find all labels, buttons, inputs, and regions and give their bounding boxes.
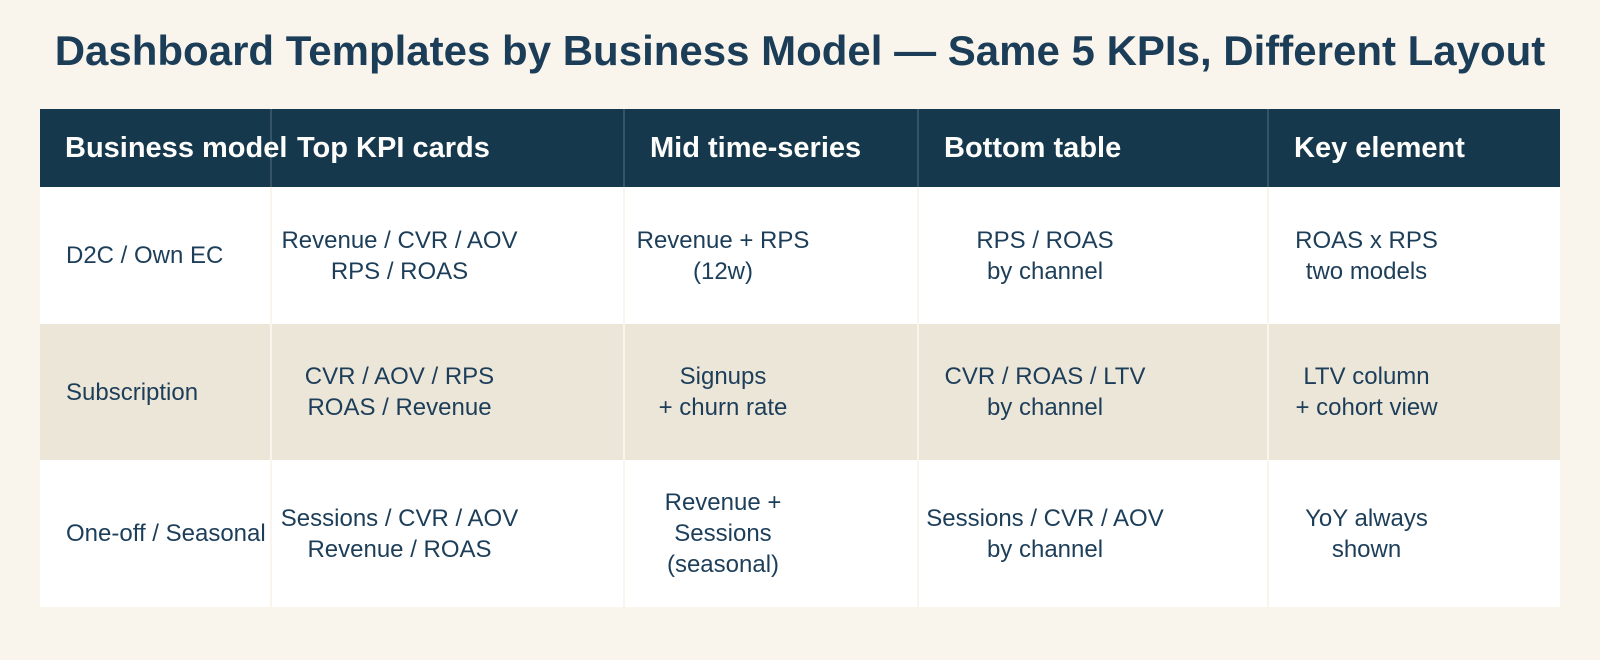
table-row-subscription: Subscription CVR / AOV / RPS ROAS / Reve… [40, 324, 1560, 460]
column-header-mid-time-series: Mid time-series [623, 109, 917, 187]
cell-bottom-table: Sessions / CVR / AOV by channel [917, 460, 1267, 607]
business-model-label: Subscription [66, 378, 199, 406]
column-header-business-model: Business model [65, 131, 288, 164]
page-title: Dashboard Templates by Business Model — … [54, 27, 1546, 74]
cell-top-kpi-cards: Revenue / CVR / AOV RPS / ROAS [270, 187, 623, 324]
table-header-row: Business model Top KPI cards Mid time-se… [40, 109, 1560, 187]
business-model-label: One-off / Seasonal [66, 520, 266, 547]
cell-business-model: One-off / Seasonal [40, 460, 270, 607]
business-model-label: D2C / Own EC [66, 242, 224, 269]
cell-key-element: YoY always shown [1267, 460, 1560, 607]
cell-top-kpi-cards: CVR / AOV / RPS ROAS / Revenue [270, 324, 623, 460]
cell-bottom-table: CVR / ROAS / LTV by channel [917, 324, 1267, 460]
cell-top-kpi-cards: Sessions / CVR / AOV Revenue / ROAS [270, 460, 623, 607]
cell-key-element: LTV column + cohort view [1267, 324, 1560, 460]
column-header-top-kpi-cards: Top KPI cards [270, 109, 623, 187]
cell-mid-time-series: Signups + churn rate [623, 324, 917, 460]
cell-business-model: D2C / Own EC [40, 187, 270, 324]
cell-mid-time-series: Revenue + RPS (12w) [623, 187, 917, 324]
cell-key-element: ROAS x RPS two models [1267, 187, 1560, 324]
dashboard-templates-table: Business model Top KPI cards Mid time-se… [40, 109, 1560, 607]
cell-bottom-table: RPS / ROAS by channel [917, 187, 1267, 324]
cell-business-model: Subscription [40, 324, 270, 460]
column-header-key-element: Key element [1267, 109, 1560, 187]
table-row-one-off-seasonal: One-off / Seasonal Sessions / CVR / AOV … [40, 460, 1560, 607]
cell-mid-time-series: Revenue + Sessions (seasonal) [623, 460, 917, 607]
column-header-bottom-table: Bottom table [917, 109, 1267, 187]
table-row-d2c-own-ec: D2C / Own EC Revenue / CVR / AOV RPS / R… [40, 187, 1560, 324]
